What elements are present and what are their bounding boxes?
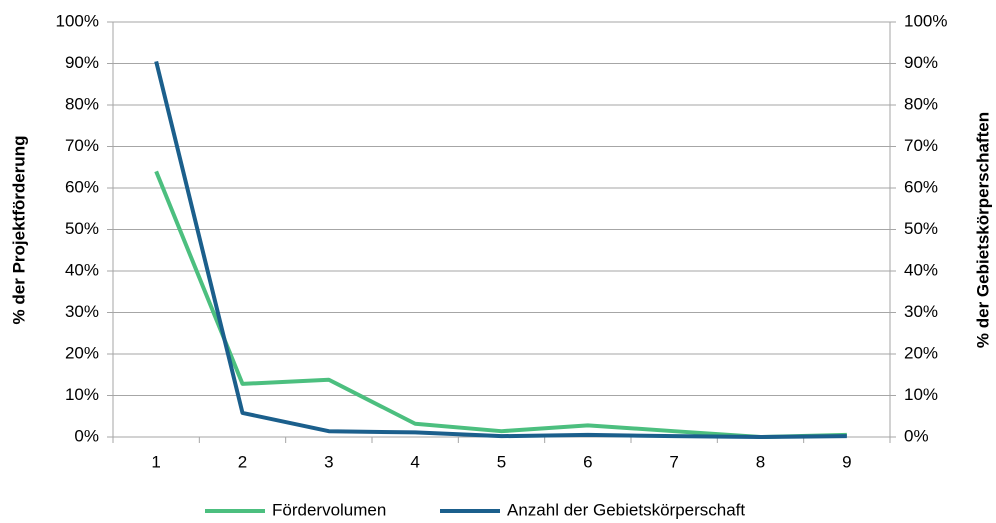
y-tick-label: 100%: [56, 11, 99, 30]
x-tick-label: 3: [324, 452, 333, 471]
y-tick-label: 20%: [65, 343, 99, 362]
y-axis-title: % der Projektförderung: [9, 136, 28, 325]
y-tick-label: 60%: [65, 177, 99, 196]
x-tick-label: 4: [410, 452, 419, 471]
x-tick-label: 9: [842, 452, 851, 471]
y-tick-label: 40%: [65, 260, 99, 279]
y2-tick-label: 20%: [904, 343, 938, 362]
y-tick-label: 50%: [65, 219, 99, 238]
y2-axis-title: % der Gebietskörperschaften: [973, 112, 992, 348]
x-tick-label: 6: [583, 452, 592, 471]
y2-tick-label: 10%: [904, 385, 938, 404]
x-tick-label: 1: [151, 452, 160, 471]
legend-label: Fördervolumen: [272, 500, 386, 519]
y-tick-label: 90%: [65, 53, 99, 72]
x-tick-label: 2: [238, 452, 247, 471]
y2-tick-label: 80%: [904, 94, 938, 113]
y2-tick-label: 50%: [904, 219, 938, 238]
y-tick-label: 70%: [65, 136, 99, 155]
y-tick-label: 30%: [65, 302, 99, 321]
y-tick-label: 80%: [65, 94, 99, 113]
y-tick-label: 10%: [65, 385, 99, 404]
y-tick-label: 0%: [74, 426, 99, 445]
y2-tick-label: 70%: [904, 136, 938, 155]
y2-tick-label: 90%: [904, 53, 938, 72]
y2-tick-label: 0%: [904, 426, 929, 445]
legend-label: Anzahl der Gebietskörperschaft: [507, 500, 745, 519]
x-tick-label: 5: [497, 452, 506, 471]
y2-tick-label: 30%: [904, 302, 938, 321]
y2-tick-label: 100%: [904, 11, 947, 30]
line-series: [154, 60, 847, 439]
x-tick-label: 8: [756, 452, 765, 471]
line-series: [154, 170, 847, 439]
y2-tick-label: 40%: [904, 260, 938, 279]
x-tick-label: 7: [669, 452, 678, 471]
y2-tick-label: 60%: [904, 177, 938, 196]
